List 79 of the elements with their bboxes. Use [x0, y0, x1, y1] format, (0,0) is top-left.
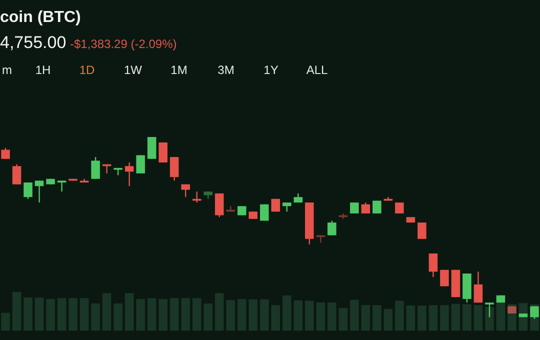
bar [316, 302, 326, 331]
text: 1Y [264, 63, 278, 77]
bar [12, 292, 22, 331]
candlestick [428, 252, 438, 278]
candlestick [124, 162, 134, 187]
bar [147, 298, 156, 331]
bar [496, 302, 506, 331]
bar [428, 305, 438, 331]
bar [46, 298, 55, 331]
bar [68, 298, 78, 331]
bar [451, 304, 460, 331]
candlestick [361, 202, 370, 214]
bar [271, 305, 280, 331]
bar [361, 305, 370, 331]
bar [136, 298, 145, 331]
bar [91, 304, 100, 331]
text: ALL [306, 63, 328, 77]
bar [248, 299, 258, 331]
candlestick [24, 182, 32, 200]
bar [462, 304, 472, 331]
bar [372, 305, 382, 331]
bar [1, 312, 10, 331]
candlestick [12, 164, 22, 185]
bar [102, 293, 112, 331]
bar [474, 305, 483, 331]
bar [226, 300, 235, 331]
bar [214, 293, 224, 331]
bar [34, 298, 44, 331]
text: -$1,383.29 (-2.09%) [70, 37, 177, 51]
bar [170, 298, 179, 331]
candlestick [395, 202, 404, 214]
bar [395, 300, 404, 331]
bar [181, 298, 190, 331]
candlestick [34, 180, 44, 204]
bar [350, 300, 359, 331]
bar [328, 302, 336, 331]
bar [260, 299, 269, 331]
bar [204, 304, 212, 331]
chart-subtitle: 4,755.00 [0, 33, 66, 53]
candlestick [1, 147, 10, 160]
bar [237, 298, 246, 331]
bar [24, 297, 32, 331]
text: 1D [79, 63, 95, 77]
bar [305, 300, 314, 331]
candlestick [91, 156, 100, 180]
text: 1W [124, 63, 142, 77]
bar [338, 308, 348, 331]
candlestick [474, 271, 483, 304]
bar [57, 298, 66, 331]
text: 1M [170, 63, 188, 77]
bar [418, 306, 426, 331]
bar [282, 296, 292, 331]
bar [192, 298, 202, 331]
bar [80, 298, 89, 331]
text: m [2, 63, 12, 77]
bar [114, 304, 122, 331]
text: 1H [35, 63, 51, 77]
bar [294, 300, 303, 331]
candlestick [57, 180, 66, 192]
candlestick [170, 156, 179, 182]
candlestick [372, 200, 382, 214]
bar [384, 308, 393, 331]
bar [406, 306, 416, 331]
bar [440, 305, 449, 331]
candlestick [418, 222, 426, 240]
candlestick [237, 206, 246, 216]
bar [124, 293, 134, 331]
bar [485, 306, 494, 331]
candlestick [350, 202, 359, 214]
candlestick [136, 154, 145, 174]
bar [158, 298, 168, 331]
text: 3M [218, 63, 234, 77]
candlestick [147, 136, 156, 160]
chart-title: coin (BTC) [0, 9, 81, 27]
candlestick [158, 142, 168, 164]
candlestick [214, 192, 224, 218]
candlestick [181, 184, 190, 198]
candlestick [282, 202, 292, 212]
candlestick [328, 220, 336, 236]
